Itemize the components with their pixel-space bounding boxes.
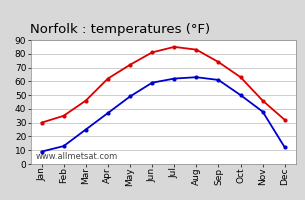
Text: Norfolk : temperatures (°F): Norfolk : temperatures (°F) [30, 23, 211, 36]
Text: www.allmetsat.com: www.allmetsat.com [36, 152, 118, 161]
